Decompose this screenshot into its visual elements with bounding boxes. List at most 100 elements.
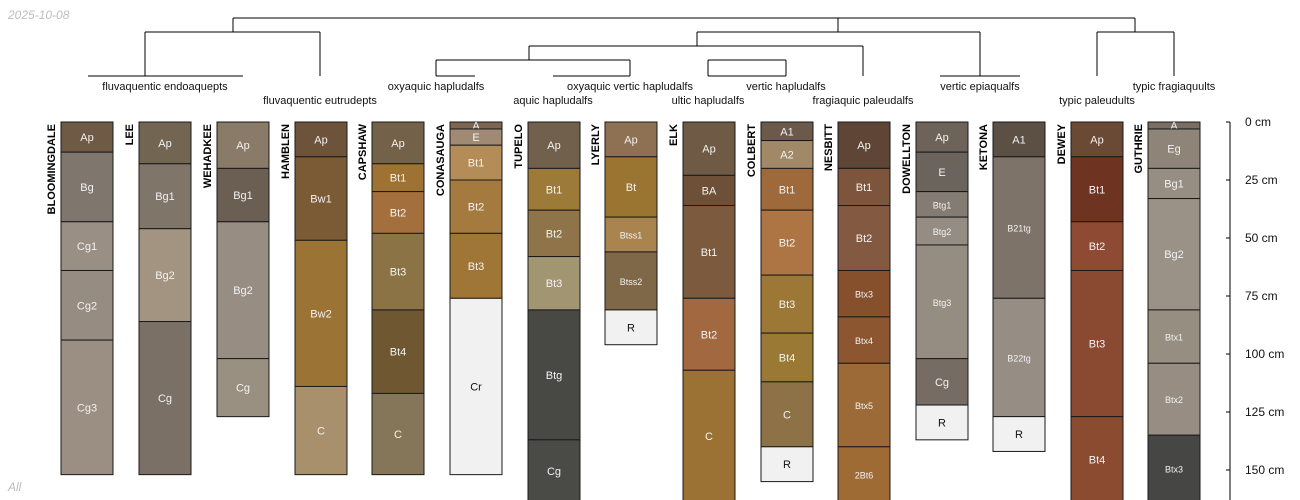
horizon: Bt1 (449, 144, 503, 181)
horizon-block (527, 209, 581, 258)
horizon: Cr (449, 297, 503, 476)
taxon-label: typic paleudults (1059, 95, 1135, 107)
horizon-label: Btss2 (620, 277, 643, 287)
profile-dewey: Ap Bt1 Bt2 Bt3 Bt4 DEWEY (1056, 121, 1124, 500)
horizon: Btx2 (1147, 362, 1201, 436)
taxon-label: ultic hapludalfs (672, 95, 745, 107)
horizon-block (371, 309, 425, 394)
horizon: Bg2 (216, 221, 270, 360)
depth-tick-label: 100 cm (1245, 347, 1284, 361)
horizon-block (760, 167, 814, 211)
horizon-label: E (938, 167, 945, 179)
horizon-block (682, 205, 736, 299)
horizon-label: Btx2 (1165, 395, 1183, 405)
horizon: Cg (216, 358, 270, 418)
profile-name: BLOOMINGDALE (46, 124, 58, 214)
horizon-label: Bt1 (1089, 184, 1106, 196)
horizon-label: Bg2 (1164, 249, 1184, 261)
horizon-label: Bt1 (701, 247, 718, 259)
horizon-block (527, 121, 581, 169)
horizon-block (294, 239, 348, 387)
profile-name: LEE (124, 124, 136, 145)
horizon: C (760, 381, 814, 448)
horizon: Bt2 (449, 179, 503, 234)
horizon: Bt1 (760, 167, 814, 211)
horizon-label: Ap (624, 134, 637, 146)
profile-name: KETONA (978, 124, 990, 170)
profile-wehadkee: Ap Bg1 Bg2 Cg WEHADKEE (202, 121, 270, 418)
horizon-block (60, 151, 114, 223)
horizon-block (60, 339, 114, 476)
horizon-label: B22tg (1007, 353, 1031, 363)
horizon-block (915, 404, 969, 441)
horizon: Ap (527, 121, 581, 169)
horizon: R (915, 404, 969, 441)
footer-label: All (8, 480, 22, 494)
horizon-block (682, 174, 736, 207)
horizon-label: Ap (314, 134, 327, 146)
depth-tick-label: 25 cm (1245, 173, 1278, 187)
horizon-block (1070, 269, 1124, 418)
depth-tick-label: 0 cm (1245, 115, 1271, 129)
horizon-block (294, 156, 348, 241)
horizon: A2 (760, 140, 814, 169)
horizon-block (760, 209, 814, 276)
horizon: Bg1 (216, 167, 270, 223)
profile-hamblen: Ap Bw1 Bw2 C HAMBLEN (280, 121, 348, 476)
horizon-label: Cg (236, 383, 250, 395)
profile-ketona: A1 B21tg B22tg R KETONA (978, 121, 1046, 452)
horizon: Ap (837, 121, 891, 169)
profile-conasauga: AE Bt1 Bt2 Bt3 Cr CONASAUGA (435, 120, 503, 476)
horizon-label: Bt1 (546, 184, 563, 196)
horizon-label: Bt1 (779, 184, 796, 196)
horizon-block (760, 381, 814, 448)
horizon-label: Btg2 (933, 227, 952, 237)
horizon-block (837, 167, 891, 207)
horizon-block (138, 121, 192, 165)
horizon-label: Cg (547, 466, 561, 478)
horizon-label: Cg (158, 393, 172, 405)
horizon: Cg3 (60, 339, 114, 476)
profile-nesbitt: Ap Bt1 Bt2 Btx3 Btx4 Btx5 2Bt6 NESBITT (823, 121, 891, 500)
profile-name: NESBITT (823, 124, 835, 171)
horizon: Btg (527, 309, 581, 441)
horizon: Bt4 (371, 309, 425, 394)
horizon-label: Bt2 (701, 329, 718, 341)
horizon-block (1147, 362, 1201, 436)
horizon-block (449, 297, 503, 476)
horizon-label: R (938, 417, 946, 429)
horizon: A1 (760, 121, 814, 142)
horizon-label: C (394, 429, 402, 441)
horizon: E (915, 151, 969, 193)
horizon-block (992, 416, 1046, 452)
horizon-label: Bt1 (856, 182, 873, 194)
horizon-block (371, 392, 425, 476)
depth-tick-label: 125 cm (1245, 405, 1284, 419)
taxon-label: fluvaquentic endoaquepts (102, 81, 228, 93)
horizon-label: Btx4 (855, 336, 873, 346)
profile-dowellton: Ap E Btg1 Btg2 Btg3 Cg R DOWELLTON (901, 121, 969, 441)
horizon-block (992, 297, 1046, 418)
horizon-block (371, 121, 425, 165)
horizon-label: Bt3 (779, 299, 796, 311)
horizon: Ap (294, 121, 348, 158)
horizon: Btg3 (915, 244, 969, 360)
horizon-label: Btx3 (855, 290, 873, 300)
depth-tick: 150 cm (1226, 463, 1284, 477)
horizon: Bt1 (682, 205, 736, 299)
depth-tick: 0 cm (1226, 115, 1271, 129)
horizon: Cg (527, 439, 581, 500)
horizon: BA (682, 174, 736, 207)
horizon: Ap (604, 121, 658, 158)
profile-capshaw: Ap Bt1 Bt2 Bt3 Bt4 C CAPSHAW (357, 121, 425, 476)
horizon-label: Ap (391, 138, 404, 150)
horizon-label: Ap (702, 144, 715, 156)
horizon-label: Bt3 (546, 278, 563, 290)
horizon-label: Bt4 (390, 347, 407, 359)
horizon-label: Bg1 (1164, 178, 1184, 190)
horizon: Bw1 (294, 156, 348, 241)
horizon: R (604, 309, 658, 346)
depth-tick: 100 cm (1226, 347, 1284, 361)
depth-tick-label: 75 cm (1245, 289, 1278, 303)
